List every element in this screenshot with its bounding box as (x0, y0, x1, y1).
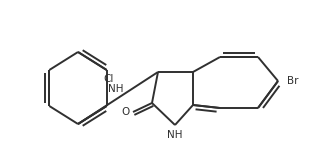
Text: Br: Br (287, 76, 299, 86)
Text: O: O (122, 107, 130, 117)
Text: NH: NH (108, 84, 124, 94)
Text: NH: NH (167, 130, 183, 140)
Text: Cl: Cl (103, 74, 114, 84)
